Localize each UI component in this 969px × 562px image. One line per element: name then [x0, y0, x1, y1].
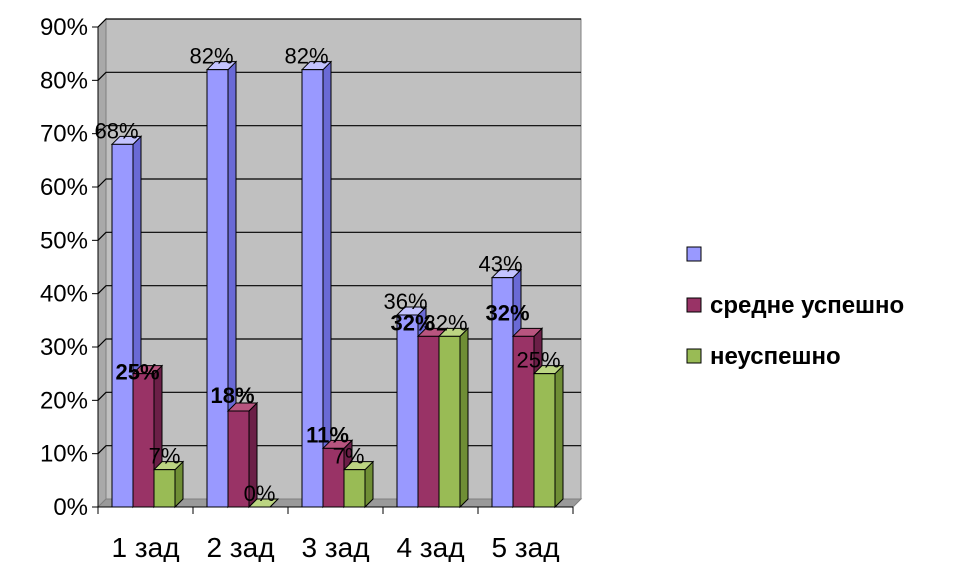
gridline: [97, 71, 581, 81]
tick-labels: 0% 10% 20% 30% 40% 50% 60% 70% 80% 90% 1 зад 2 зад 3…: [40, 14, 560, 562]
legend-entry: [686, 246, 702, 262]
data-label: 7%: [333, 444, 365, 469]
bar: [205, 60, 238, 509]
data-label: 36%: [383, 289, 427, 314]
bar: [437, 327, 470, 509]
legend: средне успешно неуспешно: [686, 246, 904, 370]
bar: [300, 60, 333, 509]
data-label: 18%: [210, 383, 254, 408]
legend-entry: неуспешно: [686, 343, 841, 370]
legend-swatch: [686, 246, 702, 262]
y-tick-label: 40%: [40, 281, 88, 308]
legend-label: средне успешно: [710, 292, 904, 319]
x-tick-label: 1 зад: [111, 532, 179, 562]
bar: [532, 364, 565, 509]
data-label: 32%: [485, 300, 529, 325]
data-label: 68%: [94, 118, 138, 143]
data-label: 11%: [306, 422, 349, 447]
legend-swatch: [686, 297, 702, 313]
data-label: 82%: [189, 44, 233, 69]
y-tick-label: 80%: [40, 67, 88, 94]
y-tick-label: 90%: [40, 14, 88, 41]
y-tick-label: 0%: [53, 494, 88, 521]
gridline: [97, 285, 581, 295]
y-tick-label: 60%: [40, 174, 88, 201]
data-label: 25%: [516, 348, 560, 373]
legend-swatch: [686, 348, 702, 364]
bar: [342, 460, 375, 509]
legend-label: неуспешно: [710, 343, 841, 370]
data-label: 32%: [390, 310, 434, 335]
data-label: 0%: [244, 481, 276, 506]
x-tick-label: 2 зад: [206, 532, 274, 562]
data-label: 7%: [149, 444, 181, 469]
data-label: 32%: [423, 310, 467, 335]
gridline: [97, 178, 581, 188]
plot-wall: [96, 17, 583, 509]
y-tick-label: 50%: [40, 227, 88, 254]
x-tick-label: 4 зад: [396, 532, 464, 562]
bars: [110, 60, 565, 509]
bar: [152, 460, 185, 509]
gridline: [97, 125, 581, 135]
y-tick-label: 20%: [40, 387, 88, 414]
gridline: [97, 18, 581, 28]
data-label: 43%: [478, 252, 522, 277]
bar: [247, 498, 280, 508]
x-tick-label: 3 зад: [301, 532, 369, 562]
y-tick-label: 30%: [40, 334, 88, 361]
legend-entry: средне успешно: [686, 292, 904, 319]
side-wall: [97, 17, 107, 509]
y-tick-label: 70%: [40, 121, 88, 148]
data-labels: 68%82% 82%36%43%25%18%11%32% 32%7%0%7%32%2…: [94, 44, 560, 506]
x-tick-label: 5 зад: [491, 532, 559, 562]
y-tick-label: 10%: [40, 441, 88, 468]
gridline: [97, 231, 581, 241]
data-label: 25%: [115, 360, 159, 385]
data-label: 82%: [284, 44, 328, 69]
